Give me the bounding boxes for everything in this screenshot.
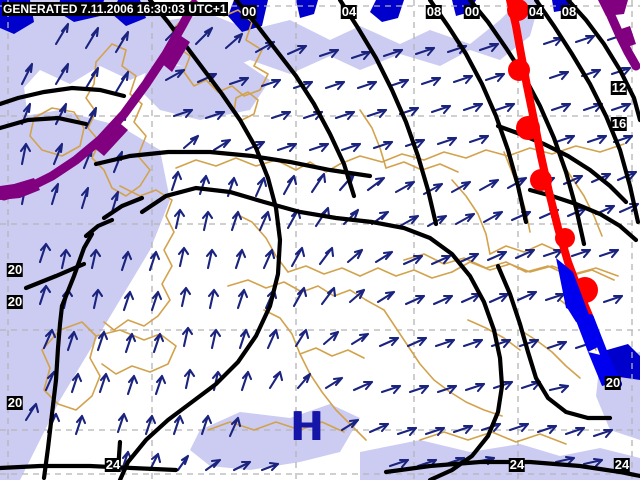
cold-front-barb bbox=[575, 318, 600, 352]
contour-label: 20 bbox=[6, 262, 24, 277]
contour-label: 20 bbox=[604, 375, 622, 390]
contour-label: 20 bbox=[6, 294, 24, 309]
warm-front-bump bbox=[507, 0, 529, 21]
contour-label: 04 bbox=[527, 4, 545, 19]
warm-front-bump bbox=[555, 228, 575, 248]
cold-front-barb bbox=[566, 306, 592, 326]
contour-label: 24 bbox=[104, 457, 122, 472]
contour-label: 08 bbox=[560, 4, 578, 19]
contour-label: 00 bbox=[463, 4, 481, 19]
occluded-front-northwest bbox=[0, 0, 199, 201]
generated-timestamp: GENERATED 7.11.2006 16:30:03 UTC+1 bbox=[2, 2, 228, 16]
contour-label: 08 bbox=[425, 4, 443, 19]
contour-label: 20 bbox=[6, 395, 24, 410]
warm-front-bump bbox=[530, 169, 552, 191]
contour-label: 04 bbox=[340, 4, 358, 19]
cold-front-barb bbox=[556, 258, 591, 320]
warm-front-bump bbox=[508, 59, 530, 81]
contour-label: 00 bbox=[240, 4, 258, 19]
warm-front-bump bbox=[516, 116, 540, 140]
occluded-front-northeast bbox=[598, 0, 640, 71]
high-pressure-marker: H bbox=[291, 402, 323, 449]
contour-label: 16 bbox=[610, 116, 628, 131]
contour-label: 24 bbox=[613, 457, 631, 472]
contour-label: 24 bbox=[508, 457, 526, 472]
contour-label: 12 bbox=[610, 80, 628, 95]
